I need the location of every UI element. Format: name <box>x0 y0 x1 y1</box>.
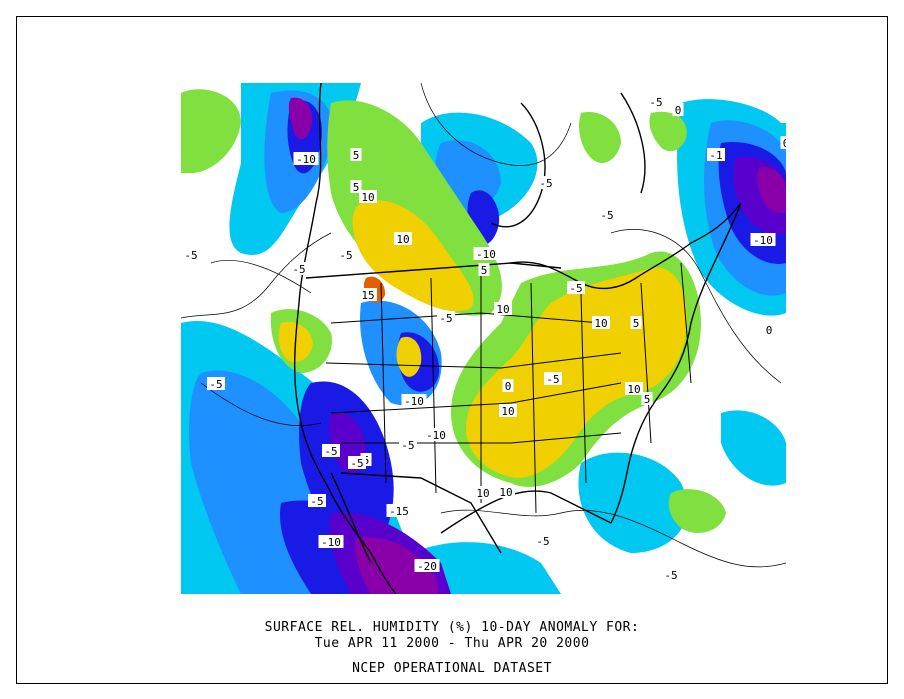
contour-label-bg <box>537 176 555 189</box>
map-title: SURFACE REL. HUMIDITY (%) 10-DAY ANOMALY… <box>264 620 640 635</box>
contour-label-bg <box>207 377 225 390</box>
contour-label: -5 <box>350 457 363 470</box>
contour-label-bg <box>598 208 616 221</box>
contour-label-bg <box>499 404 517 417</box>
contour-label: -15 <box>389 505 409 518</box>
contour-label: -10 <box>296 153 316 166</box>
contour-label-bg <box>318 535 344 548</box>
contour-label-bg <box>337 248 355 261</box>
date-range: Tue APR 11 2000 - Thu APR 20 2000 <box>314 636 590 651</box>
contour-label: -5 <box>339 249 352 262</box>
contour-label-bg <box>473 247 499 260</box>
contour-label-bg <box>394 232 412 245</box>
contour-label-bg <box>290 262 308 275</box>
contour-label: -5 <box>401 439 414 452</box>
contour-label: -5 <box>649 96 662 109</box>
contour-label: -5 <box>209 378 222 391</box>
contour-label: 5 <box>644 393 651 406</box>
contour-label-bg <box>348 456 366 469</box>
contour-label-bg <box>359 288 377 301</box>
contour-label-bg <box>414 559 440 572</box>
contour-label: -5 <box>536 535 549 548</box>
contour-label-bg <box>780 136 786 149</box>
contour-label-bg <box>763 323 775 336</box>
contour-label: 10 <box>501 405 514 418</box>
contour-label: 0 <box>766 324 773 337</box>
contour-label: 10 <box>496 303 509 316</box>
contour-label: 10 <box>396 233 409 246</box>
contour-label: 0 <box>675 104 682 117</box>
contour-label: -5 <box>439 312 452 325</box>
contour-label-bg <box>437 311 455 324</box>
contour-label: 5 <box>633 317 640 330</box>
contour-lines <box>181 83 786 568</box>
contour-label-bg <box>630 316 642 329</box>
political-boundaries <box>294 83 742 594</box>
contour-label-bg <box>359 190 377 203</box>
contour-label: -5 <box>292 263 305 276</box>
contour-label: -10 <box>753 234 773 247</box>
contour-label: -10 <box>426 429 446 442</box>
contour-label-bg <box>399 438 417 451</box>
contour-label-bg <box>502 379 514 392</box>
contour-label: -20 <box>417 560 437 573</box>
contour-label: 10 <box>627 383 640 396</box>
contour-label: -5 <box>539 177 552 190</box>
contour-label-bg <box>293 152 319 165</box>
contour-label: -5 <box>569 282 582 295</box>
contour-label: -10 <box>321 536 341 549</box>
contour-label: -10 <box>476 248 496 261</box>
contour-label-bg <box>386 504 412 517</box>
contour-label-bg <box>662 568 680 581</box>
contour-label-bg <box>534 534 552 547</box>
contour-label-bg <box>544 372 562 385</box>
state-lines <box>325 262 692 514</box>
contour-label: -5 <box>310 495 323 508</box>
contour-label-bg <box>322 444 340 457</box>
contour-label-bg <box>497 485 515 498</box>
contour-label: 0 <box>783 137 786 150</box>
contour-label-bg <box>625 382 643 395</box>
contour-label-bg <box>474 486 492 499</box>
contour-label: -5 <box>184 249 197 262</box>
contour-label: -5 <box>546 373 559 386</box>
contour-label-bg <box>401 394 427 407</box>
contour-label-bg <box>182 248 200 261</box>
contour-label-bg <box>750 233 776 246</box>
contour-label: 15 <box>361 289 374 302</box>
dataset-name: NCEP OPERATIONAL DATASET <box>352 661 552 676</box>
contour-label-bg <box>494 302 512 315</box>
contour-label-bg <box>308 494 326 507</box>
contour-label-bg <box>672 103 684 116</box>
contour-label-bg <box>647 95 665 108</box>
very-dry-regions <box>288 97 786 594</box>
contour-label: 0 <box>505 380 512 393</box>
contour-label: 10 <box>476 487 489 500</box>
contour-label-bg <box>592 316 610 329</box>
contour-label: 5 <box>353 149 360 162</box>
contour-label-bg <box>567 281 585 294</box>
contour-label: 10 <box>361 191 374 204</box>
contour-label: 5 <box>481 264 488 277</box>
contour-label-bg <box>707 148 725 161</box>
contour-label: -5 <box>600 209 613 222</box>
contour-label: -5 <box>324 445 337 458</box>
contour-label-bg <box>641 392 653 405</box>
contour-label: 10 <box>499 486 512 499</box>
contour-label: 10 <box>594 317 607 330</box>
contour-label: -1 <box>709 149 722 162</box>
contour-label-bg <box>423 428 449 441</box>
contour-label-bg <box>350 148 362 161</box>
contour-label: -5 <box>664 569 677 582</box>
contour-label-bg <box>350 180 362 193</box>
contour-label: -10 <box>404 395 424 408</box>
contour-label: 5 <box>353 181 360 194</box>
contour-label-bg <box>478 263 490 276</box>
